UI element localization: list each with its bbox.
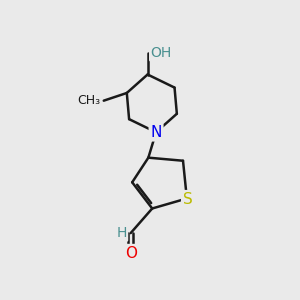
Text: CH₃: CH₃: [77, 94, 101, 107]
Text: S: S: [183, 192, 193, 207]
Text: O: O: [125, 246, 137, 261]
Text: OH: OH: [151, 46, 172, 60]
Text: N: N: [150, 125, 162, 140]
Text: H: H: [116, 226, 127, 240]
